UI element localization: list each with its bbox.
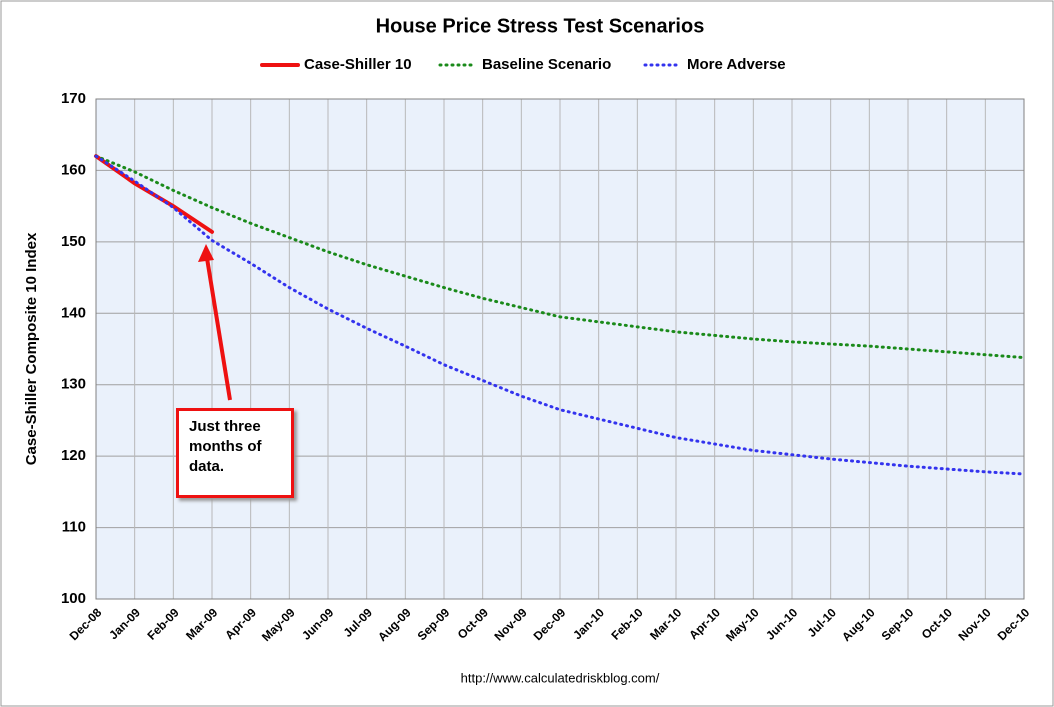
legend-label: Case-Shiller 10 (304, 56, 412, 73)
series-line (94, 154, 1026, 476)
legend-label: Baseline Scenario (482, 56, 611, 73)
y-tick-label: 170 (61, 90, 86, 107)
plot-border (95, 98, 1025, 600)
y-tick-label: 120 (61, 447, 86, 464)
y-tick-label: 100 (61, 590, 86, 607)
y-tick-label: 140 (61, 304, 86, 321)
y-tick-label: 160 (61, 161, 86, 178)
legend-label: More Adverse (687, 56, 786, 73)
y-tick-label: 130 (61, 376, 86, 393)
y-tick-label: 110 (62, 519, 86, 536)
arrow-head (198, 244, 214, 262)
y-axis-label: Case-Shiller Composite 10 Index (23, 232, 40, 465)
source: http://www.calculatedriskblog.com/ (461, 670, 660, 685)
arrow (204, 251, 232, 401)
annotation: Just three months of data. (176, 408, 294, 498)
chart-title: House Price Stress Test Scenarios (376, 15, 705, 37)
y-tick-label: 150 (61, 233, 86, 250)
series-line (94, 154, 1026, 360)
